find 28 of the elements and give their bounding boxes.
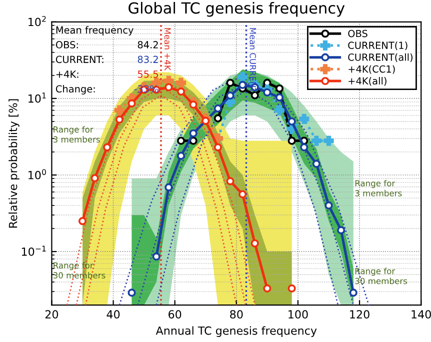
x-tick-label: 120	[350, 310, 370, 319]
legend-label: CURRENT(all)	[348, 53, 412, 62]
legend-label: CURRENT(1)	[348, 42, 408, 50]
y-axis-title: Relative probability [%]	[8, 99, 20, 228]
x-tick-label: 100	[288, 310, 308, 319]
x-tick-label: 80	[230, 310, 243, 319]
text: Change: -33%	[56, 85, 158, 94]
legend-label: +4K(all)	[348, 77, 386, 86]
x-axis-title: Annual TC genesis frequency	[156, 326, 317, 337]
y-tick-label: 10$^{2}$	[28, 16, 46, 26]
y-tick-label: 10$^{1}$	[28, 92, 46, 103]
legend-label: +4K(CC1)	[348, 65, 395, 74]
annotation: Mean frequency	[56, 26, 134, 36]
annotation: Range for 3 members	[53, 126, 100, 143]
x-tick-label: 20	[45, 310, 58, 319]
legend-label: OBS	[348, 30, 368, 38]
text: OBS: 84.2	[56, 41, 158, 48]
ref-line-label: Mean +4K	[164, 28, 171, 71]
text: +4K: 55.5	[56, 70, 158, 78]
y-tick-label: 10$^{−1}$	[22, 246, 46, 256]
y-tick-label: 10$^{0}$	[28, 169, 46, 180]
x-tick-label: 140	[412, 310, 431, 319]
annotation: Range for 30 members	[355, 268, 407, 284]
annotation: Range for 3 members	[355, 180, 402, 196]
x-tick-label: 60	[168, 310, 182, 319]
chart-title: Global TC genesis frequency	[128, 2, 345, 17]
text: CURRENT: 83.2	[56, 56, 158, 64]
x-tick-label: 40	[106, 310, 120, 319]
